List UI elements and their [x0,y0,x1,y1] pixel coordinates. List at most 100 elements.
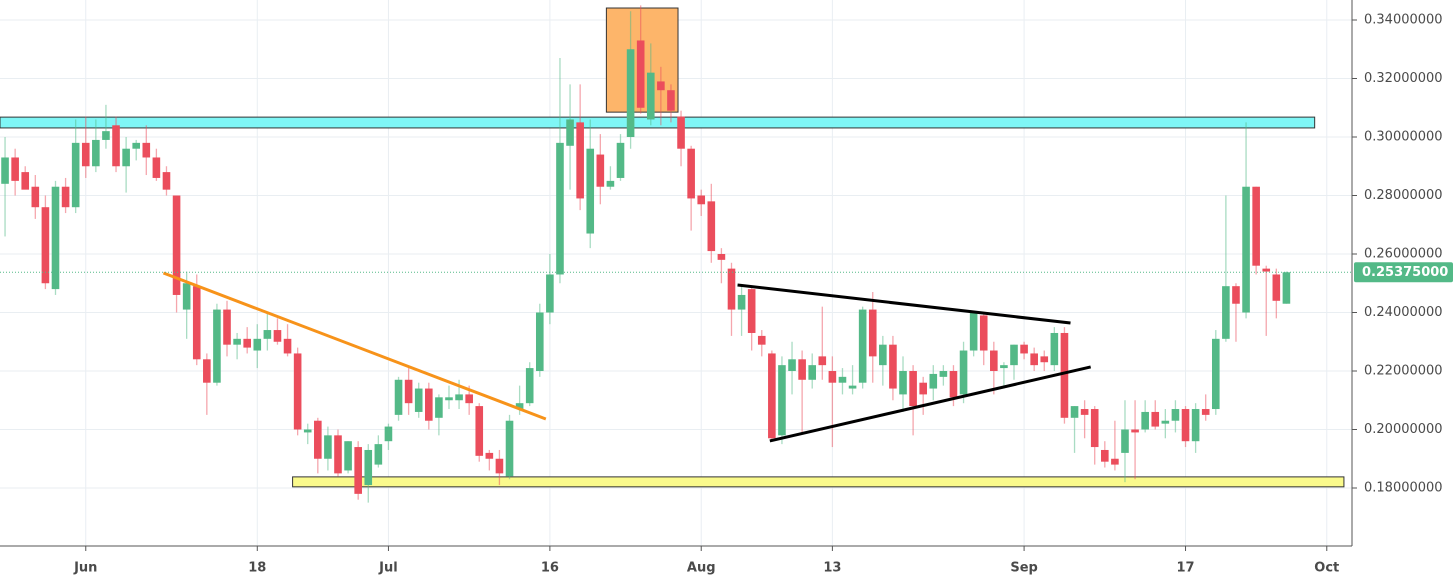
x-tick-label: 17 [1176,561,1194,576]
candle-body [324,435,332,459]
candle-body [41,207,50,284]
candle-body [1282,272,1291,304]
candle-body [92,139,100,167]
zone [0,116,1316,129]
candle-body [919,382,927,395]
candle-body [1131,429,1139,433]
y-tick-label: 0.30000000 [1364,130,1443,145]
candle-body [263,330,272,339]
candle-body [889,344,897,389]
candle-body [293,353,302,430]
candle-body [677,116,685,149]
candle-body [808,365,817,380]
candle-body [1000,365,1008,369]
candle-body [203,359,211,383]
candle-body [1151,411,1160,427]
candle-body [1020,344,1028,354]
y-tick-label: 0.34000000 [1364,13,1443,28]
candle-body [505,420,514,477]
x-tick-label: Jun [73,561,97,576]
candle-body [182,283,191,310]
candle-body [425,388,433,421]
candle-body [1171,409,1180,421]
candle-body [606,180,615,187]
y-tick-label: 0.22000000 [1364,364,1443,379]
x-tick-label: Jul [378,561,398,576]
candle-body [525,368,534,404]
candle-body [223,309,231,345]
last-price-label: 0.25375000 [1362,265,1448,280]
x-tick-label: Sep [1010,561,1038,576]
candle-body [414,388,423,412]
candle-body [616,142,625,178]
x-tick-label: 18 [248,561,266,576]
candle-body [596,154,605,187]
candle-body [1050,332,1059,366]
trendline [162,271,547,421]
candle-body [939,371,948,377]
candle-body [586,148,595,234]
candle-body [899,371,907,395]
candle-body [213,309,221,383]
candle-body [243,338,251,348]
candle-body [1232,286,1240,304]
candle-body [838,376,847,383]
candle-body [374,444,383,465]
x-tick-label: Oct [1314,561,1339,576]
candle-body [1222,286,1230,339]
candle-body [818,356,827,366]
candle-body [1040,356,1049,363]
x-tick-label: Aug [687,561,716,576]
candle-body [757,335,766,345]
candle-body [798,359,806,380]
candle-body [626,49,635,138]
candle-body [132,142,141,149]
candle-body [273,330,282,342]
candle-body [334,435,342,474]
candle-body [1090,409,1099,448]
x-tick-label: 16 [541,561,559,576]
candle-body [949,371,958,398]
trendline [769,365,1092,443]
candle-body [848,385,857,389]
candle-body [959,350,968,395]
candle-body [61,186,70,208]
trendline [737,283,1071,325]
candle-body [667,90,675,111]
candle-body [384,426,393,442]
candle-body [1080,409,1089,415]
candle-body [990,350,998,372]
y-tick-label: 0.18000000 [1364,480,1443,495]
candle-body [657,81,665,91]
candle-body [778,365,786,436]
candle-body [404,379,413,404]
y-tick-label: 0.26000000 [1364,247,1443,262]
candle-body [1242,186,1250,313]
candle-body [172,195,181,295]
candle-body [354,447,362,494]
candle-body [303,429,312,433]
candle-body [909,371,917,407]
candle-body [697,195,706,205]
candle-body [768,353,776,439]
candle-body [394,379,403,415]
last-price-box [1354,262,1453,283]
y-tick-label: 0.20000000 [1364,422,1443,437]
candle-body [495,458,504,474]
candle-body [1060,332,1069,418]
candle-body [1030,353,1038,366]
candle-body [646,72,655,120]
candle-body [253,338,262,351]
candle-body [102,131,110,140]
candle-body [21,172,30,190]
candle-body [828,371,837,383]
candle-body [364,449,373,486]
candle-body [979,315,988,351]
candle-body [535,312,544,372]
candle-body [11,157,19,181]
candle-body [879,344,887,366]
y-tick-label: 0.28000000 [1364,188,1443,203]
candle-body [515,403,524,410]
candle-body [1,157,9,184]
candle-body [1191,409,1200,442]
